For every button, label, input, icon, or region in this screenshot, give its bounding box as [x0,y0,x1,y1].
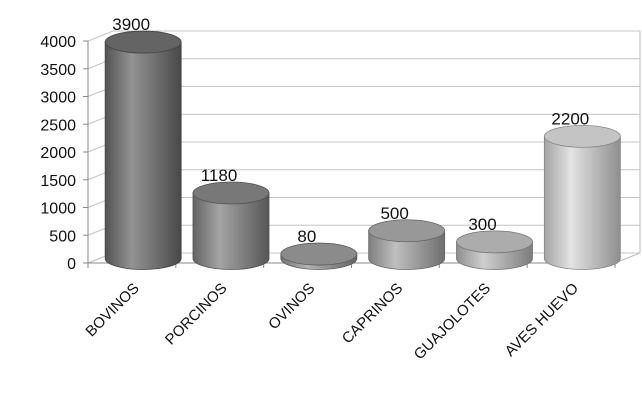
bar-top [280,242,358,266]
category-label: BOVINOS [82,280,142,340]
y-tick-label: 2000 [40,145,76,162]
y-tick-label: 4000 [40,34,76,51]
category-label: CAPRINOS [339,280,406,347]
bar-bovinos [104,30,182,270]
bar-body [104,41,182,270]
bar-porcinos [192,181,270,270]
gridline [87,30,640,42]
data-label: 1180 [201,166,238,185]
y-tick-label: 3500 [40,62,76,79]
data-labels: 3900 1180 80 500 300 2200 [112,15,589,246]
data-label: 3900 [112,15,150,34]
bar-top [543,124,621,148]
bars [104,30,621,270]
bar-caprinos [368,219,446,270]
bar-body [543,136,621,270]
y-tick-label: 1000 [40,201,76,218]
y-tick-labels: 0 500 1000 1500 2000 2500 3000 3500 4000 [40,34,76,273]
bar-body [192,192,270,270]
y-tick-label: 0 [67,256,76,273]
y-tick-label: 2500 [40,117,76,134]
category-label: GUAJOLOTES [411,280,494,363]
bar-aves-huevo [543,124,621,270]
bar-top [104,30,182,54]
category-label: OVINOS [265,280,318,333]
bar-top [368,219,446,243]
data-label: 500 [380,204,408,223]
bar-top [456,230,533,254]
bar-top [192,181,270,205]
y-tick-label: 3000 [40,90,76,107]
data-label: 2200 [551,109,589,128]
bar-guajolotes [456,230,533,270]
category-label: AVES HUEVO [502,280,582,360]
data-label: 80 [297,227,316,246]
data-label: 300 [468,215,496,234]
y-tick-label: 1500 [40,173,76,190]
category-label: PORCINOS [162,280,231,349]
category-labels: BOVINOS PORCINOS OVINOS CAPRINOS GUAJOLOTES A… [82,280,582,363]
y-tick-label: 500 [49,228,76,245]
bar-ovinos [280,242,358,270]
